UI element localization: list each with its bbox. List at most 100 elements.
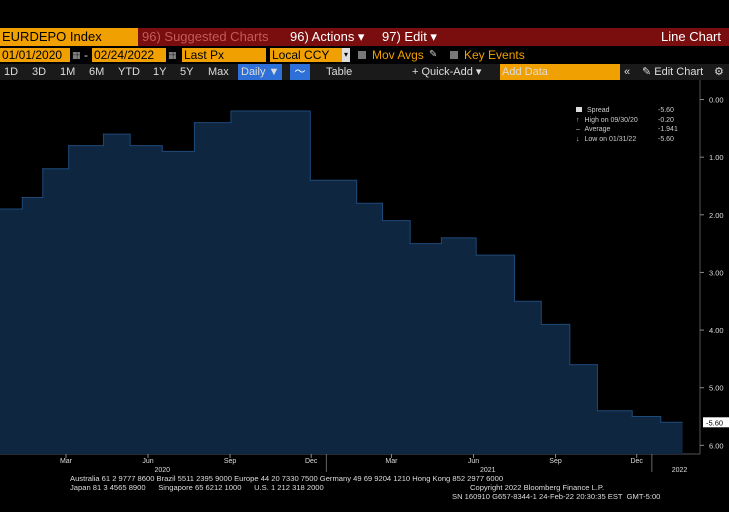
data-point	[540, 323, 542, 325]
data-point	[42, 168, 44, 170]
data-point	[440, 237, 443, 239]
legend-row-spread: Spread -5.60	[576, 106, 674, 116]
data-point	[0, 208, 1, 210]
x-tick-label: Sep	[549, 458, 562, 465]
calendar-icon[interactable]: ▦	[168, 50, 177, 60]
chevron-down-icon[interactable]: ▾	[342, 48, 350, 62]
footer-session-info: SN 160910 G657-8344-1 24-Feb-22 20:30:35…	[452, 492, 661, 501]
pencil-icon[interactable]: ✎	[429, 49, 438, 60]
field-select[interactable]: Last Px	[182, 48, 266, 62]
x-tick-label: Dec	[630, 458, 643, 465]
add-data-input[interactable]: Add Data	[500, 64, 620, 80]
chart-legend: Spread -5.60 ↑ High on 09/30/20 -0.20 – …	[576, 106, 678, 145]
data-point	[356, 202, 358, 204]
data-point	[475, 254, 477, 256]
range-6m-button[interactable]: 6M	[89, 66, 105, 78]
data-point	[569, 364, 571, 366]
line-chart-icon[interactable]: 〜	[290, 64, 310, 80]
footer-contacts-line1: Australia 61 2 9777 8600 Brazil 5511 239…	[70, 474, 504, 483]
data-point	[21, 196, 23, 199]
legend-value: -5.60	[658, 107, 674, 114]
data-point	[381, 219, 384, 222]
key-events-checkbox[interactable]	[450, 51, 458, 59]
footer-contacts-line2: Japan 81 3 4565 8900 Singapore 65 6212 1…	[70, 483, 324, 492]
x-year-label: 2021	[480, 467, 496, 474]
start-date-input[interactable]: 01/01/2020	[0, 48, 70, 62]
legend-label: Low on 01/31/22	[584, 135, 637, 143]
mov-avgs-label[interactable]: Mov Avgs	[372, 48, 424, 62]
key-events-label[interactable]: Key Events	[464, 48, 525, 62]
series-line	[0, 110, 683, 423]
last-value-label: -5.60	[706, 418, 723, 427]
edit-menu[interactable]: 97) Edit ▾	[382, 29, 437, 44]
y-tick-label: 4.00	[709, 326, 724, 335]
data-point	[677, 421, 680, 423]
last-value-marker	[703, 417, 729, 428]
legend-label: Spread	[586, 107, 610, 114]
range-5y-button[interactable]: 5Y	[180, 66, 194, 78]
edit-chart-button[interactable]: ✎ Edit Chart	[642, 66, 704, 78]
range-ytd-button[interactable]: YTD	[118, 66, 140, 78]
actions-menu[interactable]: 96) Actions ▾	[290, 29, 365, 44]
range-1m-button[interactable]: 1M	[60, 66, 76, 78]
collapse-icon[interactable]: «	[624, 66, 631, 78]
calendar-icon[interactable]: ▦	[72, 50, 81, 60]
y-tick-label: 2.00	[709, 211, 724, 220]
legend-row-high: ↑ High on 09/30/20 -0.20	[576, 116, 674, 126]
dash-icon: –	[576, 126, 580, 133]
data-point	[68, 145, 70, 147]
x-year-label: 2022	[672, 467, 688, 474]
data-point	[409, 243, 411, 245]
toolbar: 1D 3D 1M 6M YTD 1Y 5Y Max Daily ▼ 〜 Tabl…	[0, 64, 729, 80]
mov-avgs-checkbox[interactable]	[358, 51, 366, 59]
end-date-input[interactable]: 02/24/2022	[92, 48, 166, 62]
page-title: Line Chart	[661, 29, 721, 44]
data-point	[309, 179, 311, 181]
range-max-button[interactable]: Max	[208, 66, 229, 78]
legend-row-average: – Average -1.941	[576, 125, 678, 135]
range-3d-button[interactable]: 3D	[32, 66, 47, 78]
data-point	[513, 300, 516, 302]
legend-value: -5.60	[658, 135, 674, 143]
line-chart[interactable]: 0.00 1.00 2.00 3.00 4.00 5.00 6.00 -5.60 Mar Jun S…	[0, 80, 729, 474]
x-tick-label: Dec	[305, 458, 318, 465]
data-point	[596, 410, 599, 412]
table-button[interactable]: Table	[326, 66, 353, 78]
arrow-up-icon: ↑	[576, 116, 580, 124]
x-tick-label: Mar	[60, 458, 73, 465]
data-point	[102, 133, 105, 135]
gear-icon[interactable]: ⚙	[714, 66, 724, 78]
legend-label: High on 09/30/20	[584, 116, 638, 124]
frequency-select[interactable]: Daily ▼	[238, 64, 283, 80]
legend-label: Average	[584, 126, 611, 133]
y-tick-label: 5.00	[709, 384, 724, 393]
data-point	[161, 150, 163, 153]
data-point	[129, 145, 131, 147]
arrow-down-icon: ↓	[576, 135, 580, 143]
data-point	[230, 110, 232, 112]
legend-swatch	[576, 107, 582, 112]
data-point	[660, 421, 662, 423]
y-tick-label: 0.00	[709, 96, 724, 105]
x-year-label: 2020	[155, 467, 171, 474]
currency-select[interactable]: Local CCY	[270, 48, 344, 62]
date-separator: -	[84, 48, 88, 62]
y-tick-label: 6.00	[709, 441, 724, 450]
suggested-charts-button[interactable]: 96) Suggested Charts	[142, 29, 269, 44]
data-point	[631, 415, 633, 418]
x-tick-label: Jun	[142, 458, 153, 465]
y-tick-label: 3.00	[709, 268, 724, 277]
legend-row-low: ↓ Low on 01/31/22 -5.60	[576, 135, 674, 145]
quick-add-button[interactable]: + Quick-Add ▾	[412, 66, 482, 78]
data-point	[193, 121, 195, 124]
x-tick-label: Jun	[468, 458, 479, 465]
footer-copyright: Copyright 2022 Bloomberg Finance L.P.	[470, 483, 605, 492]
series-area	[0, 111, 683, 454]
y-tick-label: 1.00	[709, 153, 724, 162]
range-1d-button[interactable]: 1D	[4, 66, 19, 78]
title-bar: EURDEPO Index 96) Suggested Charts 96) A…	[0, 28, 729, 46]
legend-value: -0.20	[658, 116, 674, 124]
x-tick-label: Mar	[385, 458, 398, 465]
ticker-field[interactable]: EURDEPO Index	[0, 28, 138, 46]
range-1y-button[interactable]: 1Y	[153, 66, 167, 78]
